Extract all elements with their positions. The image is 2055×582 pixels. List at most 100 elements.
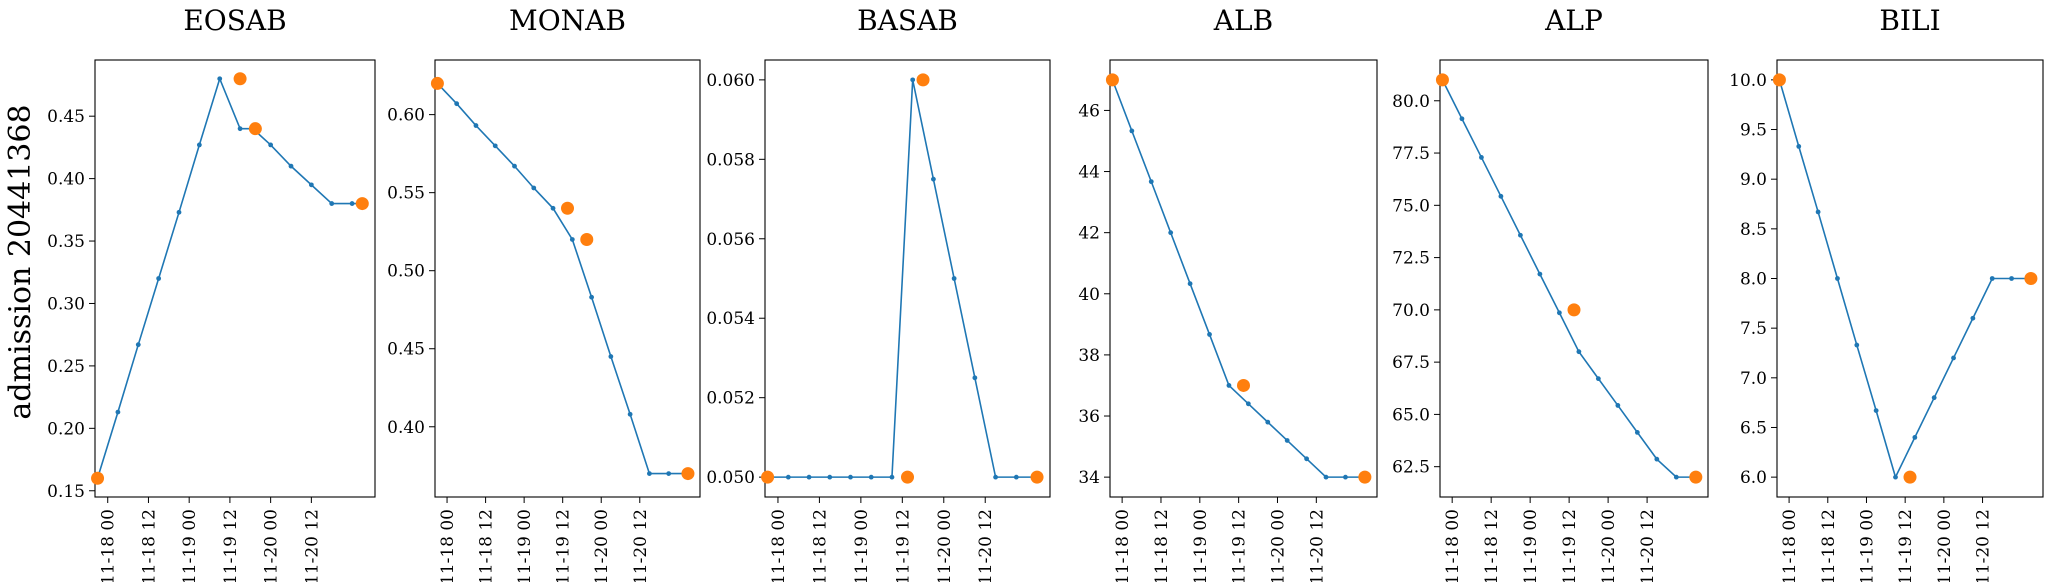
chart-panel-monab: MONAB 0.40 0.45 0.50 0.55 0.60 11-18 00 11-18 1… <box>387 4 701 582</box>
plot-frame <box>434 59 701 498</box>
interpolated-point <box>1673 474 1679 480</box>
interpolated-point <box>237 126 243 132</box>
x-tick-label: 11-20 00 <box>1268 509 1288 582</box>
interpolated-point <box>1168 230 1174 236</box>
interpolated-point <box>993 474 998 480</box>
x-tick-label: 11-20 12 <box>1307 509 1327 582</box>
interpolated-point <box>512 163 517 169</box>
interpolated-point <box>806 474 812 480</box>
interpolated-point <box>1245 401 1251 407</box>
y-tick-label: 0.054 <box>706 309 755 329</box>
x-tick-label: 11-18 12 <box>139 509 159 582</box>
interpolated-point <box>848 474 853 480</box>
chart-panel-eosab: EOSAB 0.15 0.20 0.25 0.30 0.35 0.40 0.45 11-18 0… <box>47 4 376 582</box>
interpolated-line <box>1441 79 1696 478</box>
observed-point <box>1358 470 1372 484</box>
interpolated-point <box>627 411 633 417</box>
interpolated-line <box>1778 79 2031 480</box>
y-tick-label: 0.25 <box>47 357 85 377</box>
interpolated-point <box>1537 271 1543 277</box>
interpolated-point <box>1226 383 1232 388</box>
observed-point <box>1435 73 1449 87</box>
y-tick-label: 0.058 <box>706 150 755 170</box>
y-tick-label: 0.45 <box>387 340 425 360</box>
interpolated-point <box>972 375 978 381</box>
x-tick-label: 11-18 00 <box>769 509 789 582</box>
interpolated-point <box>1815 209 1821 215</box>
interpolated-point <box>868 474 874 480</box>
interpolated-point <box>951 276 957 281</box>
observed-point <box>2024 272 2038 285</box>
x-tick-label: 11-19 00 <box>180 509 200 582</box>
x-tick-label: 11-19 00 <box>1521 509 1541 582</box>
x-tick-label: 11-19 12 <box>1560 509 1580 582</box>
plot-frame <box>1439 59 1709 498</box>
interpolated-point <box>1951 355 1956 361</box>
y-tick-label: 36 <box>1078 407 1100 427</box>
y-tick-label: 0.060 <box>706 71 755 91</box>
panel-title: ALP <box>1544 4 1603 37</box>
y-tick-label: 46 <box>1078 101 1100 121</box>
interpolated-point <box>1304 456 1310 462</box>
observed-point <box>1689 470 1703 484</box>
interpolated-point <box>889 474 895 480</box>
interpolated-point <box>1459 116 1465 122</box>
y-tick-label: 0.60 <box>387 106 425 126</box>
y-tick-label: 0.45 <box>47 107 85 127</box>
chart-panel-basab: BASAB 0.050 0.052 0.054 0.056 0.058 0.060 11-18… <box>706 4 1051 582</box>
interpolated-point <box>454 101 460 107</box>
figure-y-axis-label: admission 20441368 <box>3 104 38 419</box>
x-tick-label: 11-20 12 <box>631 509 651 582</box>
interpolated-point <box>550 205 556 211</box>
interpolated-point <box>492 143 498 149</box>
y-tick-label: 8.5 <box>1740 220 1767 240</box>
y-tick-label: 0.40 <box>47 170 85 190</box>
interpolated-point <box>1615 403 1621 408</box>
panel-title: EOSAB <box>183 4 286 37</box>
observed-point <box>580 232 594 246</box>
interpolated-point <box>910 77 916 83</box>
y-tick-label: 0.15 <box>47 482 85 502</box>
x-tick-label: 11-18 00 <box>99 509 119 582</box>
interpolated-point <box>288 163 294 169</box>
x-tick-label: 11-19 12 <box>893 509 913 582</box>
interpolated-point <box>473 123 479 128</box>
plot-frame <box>94 59 376 498</box>
interpolated-line <box>767 79 1038 478</box>
y-tick-label: 9.0 <box>1740 170 1767 190</box>
observed-point <box>681 467 695 481</box>
y-tick-label: 0.20 <box>47 419 85 439</box>
observed-point <box>1105 73 1119 87</box>
x-tick-label: 11-19 12 <box>1896 509 1916 582</box>
x-tick-label: 11-18 12 <box>810 509 830 582</box>
interpolated-point <box>1931 395 1937 401</box>
y-tick-label: 6.5 <box>1740 418 1767 438</box>
chart-panel-bili: BILI 6.0 6.5 7.0 7.5 8.0 8.5 9.0 9.5 10.0 11-18 00… <box>1729 4 2044 582</box>
x-tick-label: 11-20 12 <box>1974 509 1994 582</box>
y-tick-label: 65.0 <box>1392 405 1430 425</box>
y-tick-label: 40 <box>1078 285 1100 305</box>
interpolated-point <box>1323 474 1329 480</box>
interpolated-point <box>608 354 614 359</box>
interpolated-point <box>1265 419 1271 425</box>
x-tick-label: 11-20 00 <box>262 509 282 582</box>
x-tick-label: 11-19 12 <box>1230 509 1250 582</box>
x-tick-label: 11-20 12 <box>302 509 322 582</box>
interpolated-point <box>531 185 537 191</box>
interpolated-point <box>1873 408 1879 413</box>
x-tick-label: 11-20 00 <box>935 509 955 582</box>
plot-frame <box>1109 59 1378 498</box>
x-tick-label: 11-18 00 <box>1113 509 1133 582</box>
interpolated-line <box>436 82 688 475</box>
x-tick-label: 11-18 00 <box>1780 509 1800 582</box>
interpolated-point <box>217 76 223 82</box>
x-tick-label: 11-18 00 <box>1443 509 1463 582</box>
interpolated-point <box>1148 179 1154 185</box>
interpolated-point <box>589 294 594 300</box>
x-tick-label: 11-20 00 <box>592 509 612 582</box>
interpolated-point <box>196 142 202 148</box>
interpolated-point <box>827 474 833 480</box>
y-tick-label: 62.5 <box>1392 458 1430 478</box>
observed-point <box>1567 303 1581 317</box>
